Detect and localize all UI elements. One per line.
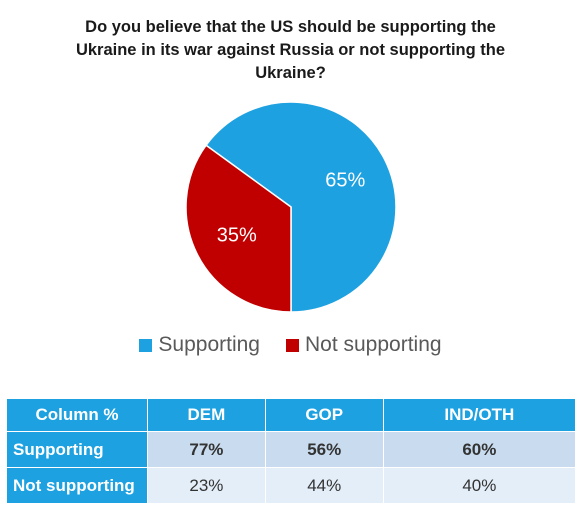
legend-swatch-not-supporting	[285, 338, 299, 352]
chart-title-line-2: Ukraine in its war against Russia or not…	[75, 41, 506, 59]
table-row: Not supporting 23% 44% 40%	[6, 467, 577, 504]
cell-not-supporting-gop: 44%	[264, 467, 384, 504]
chart-title-line-3: Ukraine?	[255, 64, 326, 82]
legend-item-not-supporting: Not supporting	[285, 333, 442, 357]
header-column-pct: Column %	[6, 398, 148, 432]
chart-legend: Supporting Not supporting	[0, 333, 581, 357]
row-label-supporting: Supporting	[6, 431, 148, 468]
legend-swatch-supporting	[139, 338, 153, 352]
header-gop: GOP	[264, 398, 384, 432]
header-ind-oth: IND/OTH	[382, 398, 577, 432]
table-header-row: Column % DEM GOP IND/OTH	[6, 398, 577, 432]
legend-label-supporting: Supporting	[158, 333, 260, 356]
pie-chart: 65% 35%	[185, 101, 397, 313]
legend-item-supporting: Supporting	[139, 333, 260, 357]
cell-supporting-ind-oth: 60%	[382, 431, 577, 468]
table-row: Supporting 77% 56% 60%	[6, 431, 577, 468]
pie-data-label-not-supporting: 35%	[217, 225, 257, 247]
cell-not-supporting-dem: 23%	[147, 467, 266, 504]
pie-slice-not-supporting	[185, 144, 292, 313]
row-label-not-supporting: Not supporting	[6, 467, 148, 504]
chart-title-line-1: Do you believe that the US should be sup…	[85, 18, 496, 36]
cell-supporting-gop: 56%	[264, 431, 384, 468]
chart-title: Do you believe that the US should be sup…	[40, 16, 541, 85]
cell-not-supporting-ind-oth: 40%	[382, 467, 577, 504]
pie-slice-supporting	[205, 101, 397, 313]
pie-data-label-supporting: 65%	[325, 169, 365, 191]
legend-label-not-supporting: Not supporting	[304, 333, 442, 356]
party-breakdown-table: Column % DEM GOP IND/OTH Supporting 77% …	[6, 398, 577, 504]
cell-supporting-dem: 77%	[147, 431, 266, 468]
header-dem: DEM	[147, 398, 266, 432]
